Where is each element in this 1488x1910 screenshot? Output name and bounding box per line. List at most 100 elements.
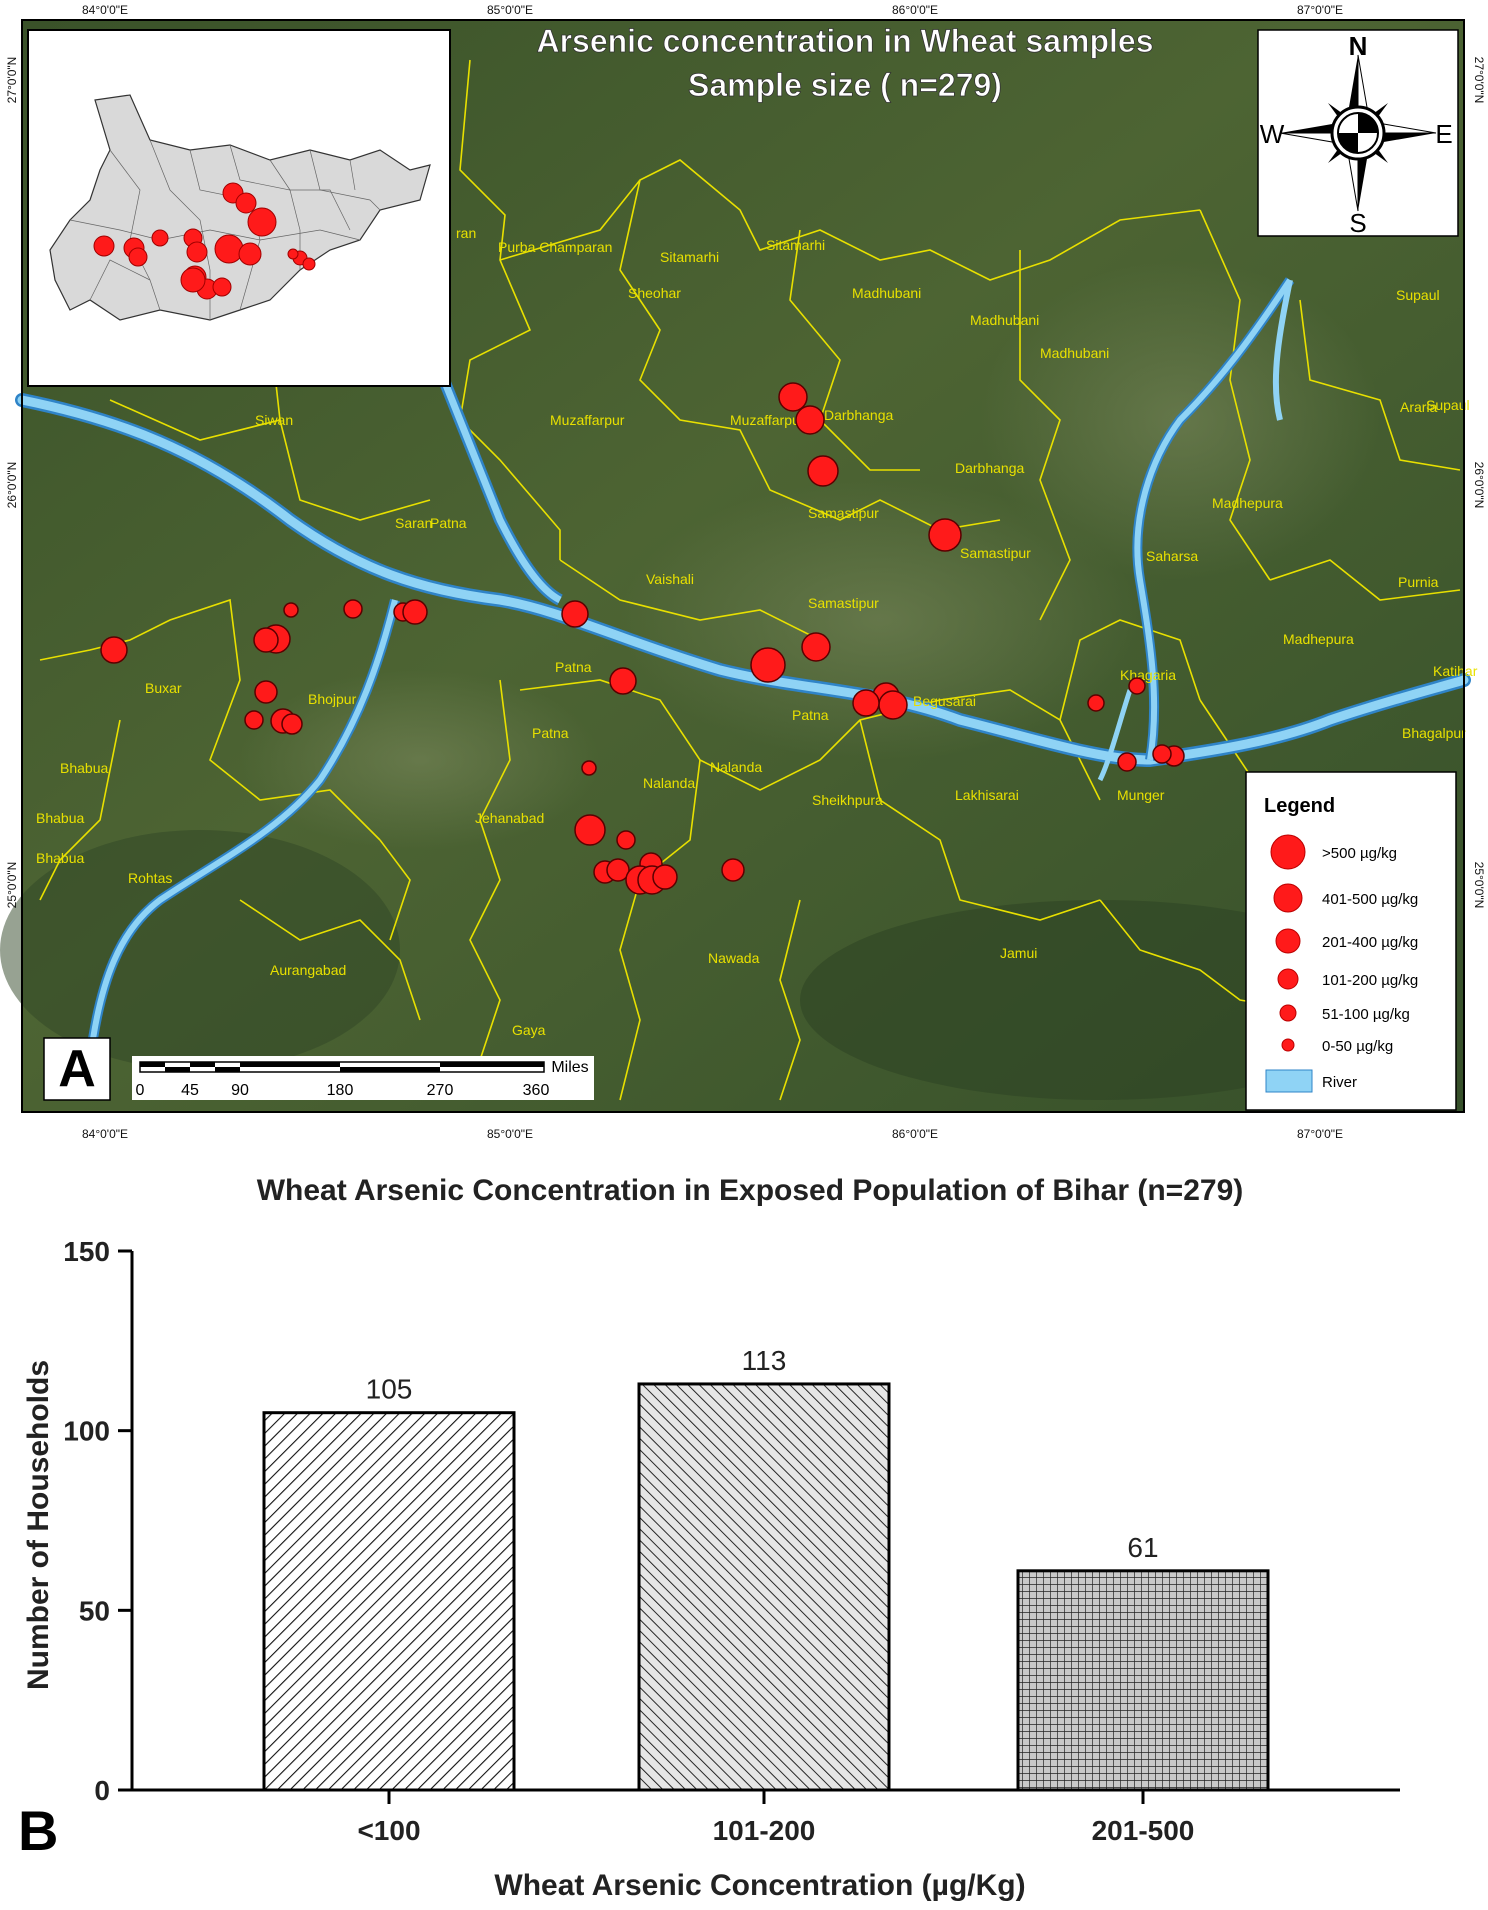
district-label: Khagaria (1120, 667, 1176, 683)
legend-symbol (1279, 1004, 1297, 1022)
scale-tick: 45 (181, 1082, 199, 1099)
sample-point-marker (574, 814, 606, 846)
y-axis-label: Number of Households (22, 1360, 55, 1690)
legend-river-swatch (1265, 1069, 1313, 1093)
lon-label-top: 87°0'0"E (1297, 3, 1343, 17)
bar-value-label: 105 (366, 1374, 413, 1405)
scale-tick: 0 (136, 1082, 145, 1099)
legend-symbol (1277, 968, 1299, 990)
district-label: Jehanabad (475, 810, 544, 826)
district-label: Purba Champaran (498, 239, 612, 255)
district-label: Aurangabad (270, 962, 346, 978)
district-label: Bhojpur (308, 691, 357, 707)
inset-sample-marker (212, 277, 232, 297)
legend-item-label: >500 µg/kg (1322, 845, 1397, 862)
legend-symbol (1270, 834, 1306, 870)
district-label: Bhabua (36, 850, 84, 866)
inset-sample-marker (128, 247, 148, 267)
x-axis-label: Wheat Arsenic Concentration (µg/Kg) (494, 1869, 1025, 1902)
lon-label-bottom: 84°0'0"E (82, 1127, 128, 1141)
district-label: Nawada (708, 950, 760, 966)
sample-point-marker (721, 858, 745, 882)
lon-label-top: 85°0'0"E (487, 3, 533, 17)
inset-sample-marker (214, 234, 244, 264)
inset-sample-marker (235, 192, 257, 214)
district-label: Bhabua (36, 810, 84, 826)
district-label: Patna (555, 659, 592, 675)
map-frame (21, 19, 1465, 1113)
sample-point-marker (1087, 694, 1105, 712)
legend-title: Legend (1264, 795, 1335, 817)
legend-item-label: 201-400 µg/kg (1322, 934, 1418, 951)
map-svg: Purba Champaran Sitamarhi Sitamarhi Sheohar… (0, 3, 1486, 1141)
district-label: Madhubani (970, 312, 1039, 328)
lat-label-right: 27°0'0"N (1472, 57, 1486, 104)
map-title-line1: Arsenic concentration in Wheat samples (536, 23, 1153, 59)
sample-point-marker (254, 680, 278, 704)
bar-201-500 (1016, 1569, 1270, 1792)
sample-point-marker (795, 405, 825, 435)
district-label: Araria (1400, 399, 1438, 415)
sample-point-marker (244, 710, 264, 730)
sample-point-marker (581, 760, 597, 776)
district-label: Vaishali (646, 571, 694, 587)
latitude-labels: 27°0'0"N 26°0'0"N 25°0'0"N 27°0'0"N 26°0… (5, 57, 1486, 909)
inset-sample-marker (302, 257, 316, 271)
panel-letter-b: B (18, 1799, 58, 1862)
y-tick-label: 50 (79, 1595, 110, 1626)
y-tick-label: 100 (63, 1416, 110, 1447)
sample-point-marker (801, 632, 831, 662)
district-label: Purnia (1398, 574, 1439, 590)
lat-label-left: 25°0'0"N (5, 862, 19, 909)
district-label: Rohtas (128, 870, 172, 886)
sample-point-marker (750, 647, 786, 683)
longitude-labels: 84°0'0"E 85°0'0"E 86°0'0"E 87°0'0"E 84°0… (82, 3, 1343, 1141)
district-label: Supaul (1396, 287, 1440, 303)
district-label: Saran (395, 515, 432, 531)
district-label: Bhabua (60, 760, 108, 776)
sample-point-marker (343, 599, 363, 619)
svg-text:B: B (18, 1799, 58, 1862)
scale-tick: 360 (523, 1082, 550, 1099)
legend-river-label: River (1322, 1074, 1357, 1091)
x-tick-label: 101-200 (713, 1815, 816, 1846)
district-label: Muzaffarpur (730, 412, 805, 428)
district-label: Madhubani (852, 285, 921, 301)
legend-symbol (1275, 928, 1301, 954)
compass-west-label: W (1260, 119, 1285, 149)
inset-sample-marker (238, 242, 262, 266)
district-label: Madhepura (1212, 495, 1283, 511)
scale-unit: Miles (551, 1059, 588, 1076)
y-tick-label: 0 (94, 1775, 110, 1806)
sample-point-marker (281, 713, 303, 735)
chart-panel: Wheat Arsenic Concentration in Exposed P… (0, 1150, 1488, 1905)
scale-tick: 180 (327, 1082, 354, 1099)
district-label: Siwan (255, 412, 293, 428)
sample-point-marker (1152, 744, 1172, 764)
lat-label-right: 26°0'0"N (1472, 462, 1486, 509)
lon-label-top: 84°0'0"E (82, 3, 128, 17)
map-legend: Legend >500 µg/kg 401-500 µg/kg 201-400 … (1245, 771, 1457, 1111)
district-label: Saharsa (1146, 548, 1198, 564)
y-tick-label: 150 (63, 1236, 110, 1267)
district-label: ran (456, 225, 476, 241)
sample-point-marker (402, 599, 428, 625)
sample-point-marker (928, 518, 962, 552)
bar-chart-svg: Wheat Arsenic Concentration in Exposed P… (18, 1174, 1400, 1902)
scale-bar: 0 45 90 180 270 360 Miles (132, 1056, 594, 1100)
inset-sample-marker (186, 241, 208, 263)
district-label: Begusarai (913, 693, 976, 709)
district-label: Buxar (145, 680, 182, 696)
district-label: Katihar (1433, 663, 1478, 679)
sample-points (100, 382, 1185, 895)
lat-label-right: 25°0'0"N (1472, 862, 1486, 909)
bar-100 (262, 1411, 516, 1792)
lat-label-left: 26°0'0"N (5, 462, 19, 509)
bar-value-label: 113 (742, 1345, 787, 1376)
district-label: Sheohar (628, 285, 681, 301)
compass-north-label: N (1349, 31, 1368, 61)
scale-tick: 270 (427, 1082, 454, 1099)
sample-point-marker (616, 830, 636, 850)
district-label: Bhagalpur (1402, 725, 1466, 741)
sample-point-marker (283, 602, 299, 618)
